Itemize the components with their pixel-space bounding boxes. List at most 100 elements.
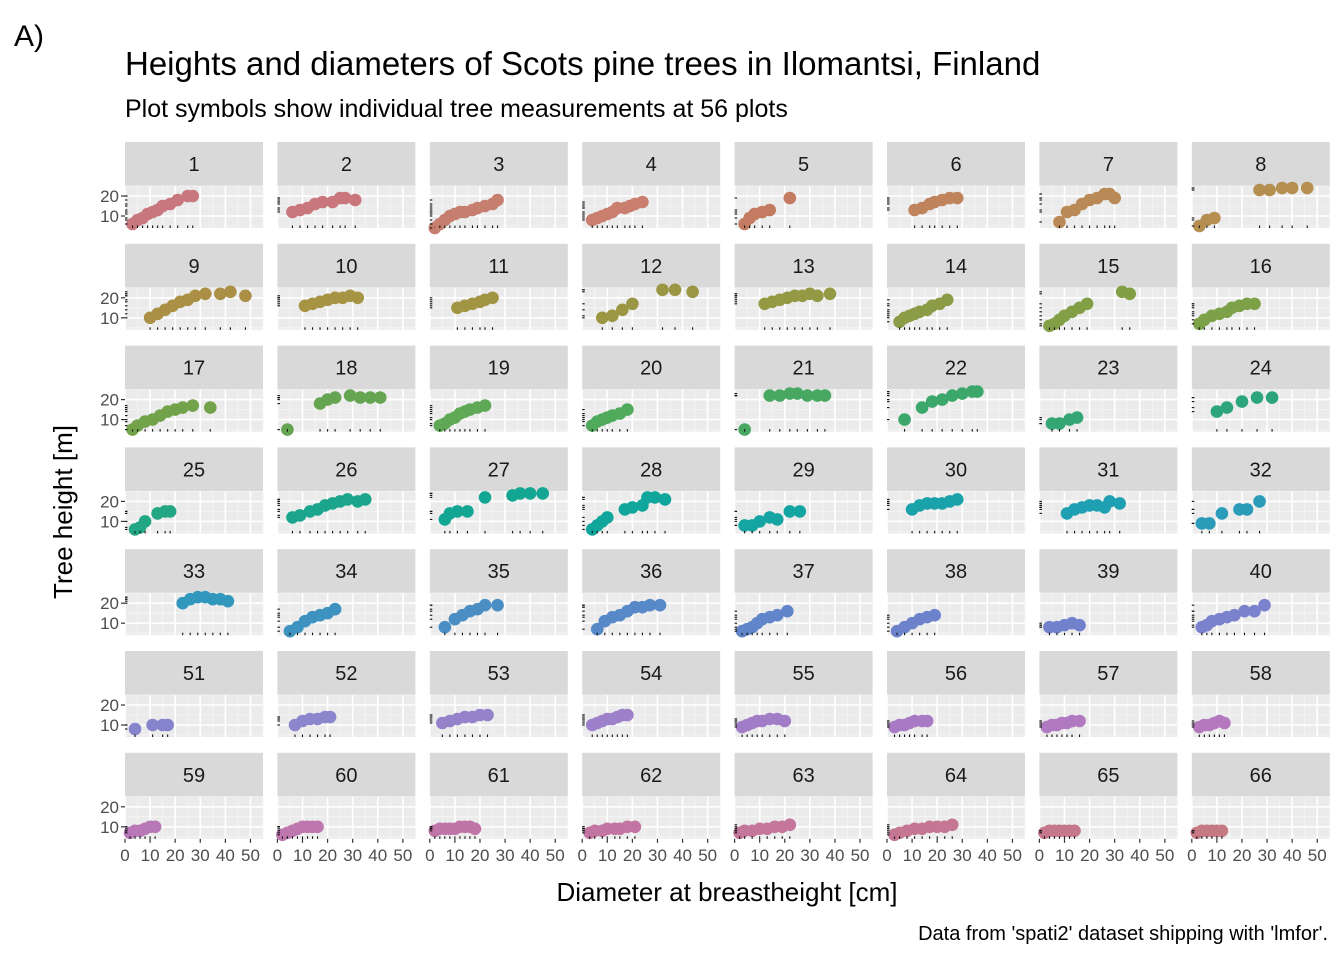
data-point bbox=[293, 509, 307, 522]
data-point bbox=[198, 287, 212, 301]
facet-strip bbox=[734, 142, 873, 186]
data-point bbox=[1253, 183, 1266, 197]
y-tick-label: 20 bbox=[100, 696, 119, 715]
x-tick-label: 10 bbox=[598, 846, 617, 865]
data-point bbox=[915, 401, 929, 414]
facet-panel: 3 bbox=[428, 142, 569, 235]
facet-label: 35 bbox=[488, 561, 510, 583]
data-point bbox=[920, 714, 934, 728]
data-point bbox=[138, 515, 152, 528]
x-tick-label: 50 bbox=[1308, 846, 1327, 865]
panel-background bbox=[887, 695, 1025, 737]
data-point bbox=[1108, 191, 1121, 205]
facet-label: 37 bbox=[792, 561, 814, 583]
data-point bbox=[214, 287, 227, 301]
data-point bbox=[648, 491, 662, 504]
x-tick-label: 20 bbox=[1233, 846, 1252, 865]
facet-strip bbox=[1039, 651, 1178, 695]
data-point bbox=[1258, 598, 1271, 612]
facet-label: 63 bbox=[792, 765, 814, 787]
data-point bbox=[373, 391, 387, 404]
data-point bbox=[328, 602, 342, 616]
y-tick-label: 20 bbox=[100, 391, 119, 410]
data-point bbox=[1228, 608, 1241, 622]
data-point bbox=[1300, 181, 1314, 195]
facet-label: 11 bbox=[488, 256, 509, 278]
data-point bbox=[239, 289, 252, 303]
facet-panel: 2 bbox=[276, 142, 416, 228]
facet-label: 4 bbox=[646, 154, 657, 176]
facet-strip bbox=[125, 752, 263, 797]
x-tick-label: 40 bbox=[826, 846, 845, 865]
data-point bbox=[600, 511, 614, 524]
facet-strip bbox=[582, 651, 721, 695]
data-point bbox=[653, 598, 667, 612]
x-tick-label: 30 bbox=[343, 846, 362, 865]
data-point bbox=[626, 297, 639, 311]
data-point bbox=[940, 293, 954, 307]
data-point bbox=[478, 598, 492, 612]
x-tick-label: 10 bbox=[903, 846, 922, 865]
y-tick-label: 20 bbox=[100, 594, 119, 613]
panel-background bbox=[1191, 695, 1330, 737]
facet-label: 21 bbox=[792, 358, 814, 380]
y-tick-label: 10 bbox=[100, 818, 119, 837]
facet-label: 18 bbox=[335, 358, 357, 380]
data-point bbox=[1265, 391, 1279, 404]
facet-panel: 65 0 10 20 30 40 50 bbox=[1035, 752, 1178, 865]
x-tick-label: 30 bbox=[496, 846, 515, 865]
facet-panel: 30 bbox=[886, 447, 1026, 534]
facet-strip bbox=[429, 447, 568, 492]
y-tick-label: 10 bbox=[100, 309, 119, 328]
facet-strip bbox=[582, 549, 721, 594]
data-point bbox=[1215, 824, 1229, 838]
facet-label: 40 bbox=[1250, 561, 1272, 583]
facet-label: 16 bbox=[1250, 256, 1272, 278]
facet-panel: 15 bbox=[1038, 243, 1178, 333]
data-point bbox=[438, 620, 452, 634]
facet-strip bbox=[125, 243, 263, 288]
x-tick-label: 0 bbox=[273, 846, 282, 865]
x-axis-title: Diameter at breastheight [cm] bbox=[556, 877, 897, 907]
data-point bbox=[595, 311, 609, 325]
x-tick-label: 10 bbox=[141, 846, 160, 865]
facet-label: 13 bbox=[792, 256, 814, 278]
facet-strip bbox=[277, 243, 416, 288]
data-point bbox=[928, 608, 941, 622]
facet-strip bbox=[1191, 447, 1330, 492]
data-point bbox=[925, 395, 939, 408]
data-point bbox=[1210, 405, 1224, 418]
data-point bbox=[1073, 618, 1086, 632]
facet-label: 17 bbox=[183, 358, 205, 380]
facet-label: 51 bbox=[183, 663, 205, 685]
data-point bbox=[351, 291, 364, 305]
x-tick-label: 0 bbox=[577, 846, 586, 865]
data-point bbox=[163, 505, 177, 518]
facet-strip bbox=[1191, 549, 1330, 594]
facet-strip bbox=[1039, 142, 1178, 186]
data-point bbox=[626, 501, 639, 514]
facet-strip bbox=[1191, 345, 1330, 390]
facet-panel: 11 bbox=[428, 243, 569, 330]
data-point bbox=[513, 487, 527, 500]
facet-label: 33 bbox=[183, 561, 205, 583]
x-tick-label: 0 bbox=[425, 846, 434, 865]
x-tick-label: 0 bbox=[1187, 846, 1196, 865]
data-point bbox=[323, 710, 337, 724]
data-point bbox=[353, 391, 367, 404]
facet-label: 56 bbox=[945, 663, 967, 685]
data-point bbox=[686, 285, 699, 299]
facet-panel: 20 bbox=[581, 345, 721, 432]
data-point bbox=[338, 191, 352, 205]
facet-strip bbox=[429, 651, 568, 695]
facet-label: 23 bbox=[1097, 358, 1119, 380]
data-point bbox=[1235, 395, 1249, 408]
data-point bbox=[763, 203, 777, 217]
data-point bbox=[898, 413, 911, 426]
facet-panel: 34 bbox=[276, 549, 416, 638]
x-tick-label: 20 bbox=[318, 846, 337, 865]
data-point bbox=[328, 391, 342, 404]
